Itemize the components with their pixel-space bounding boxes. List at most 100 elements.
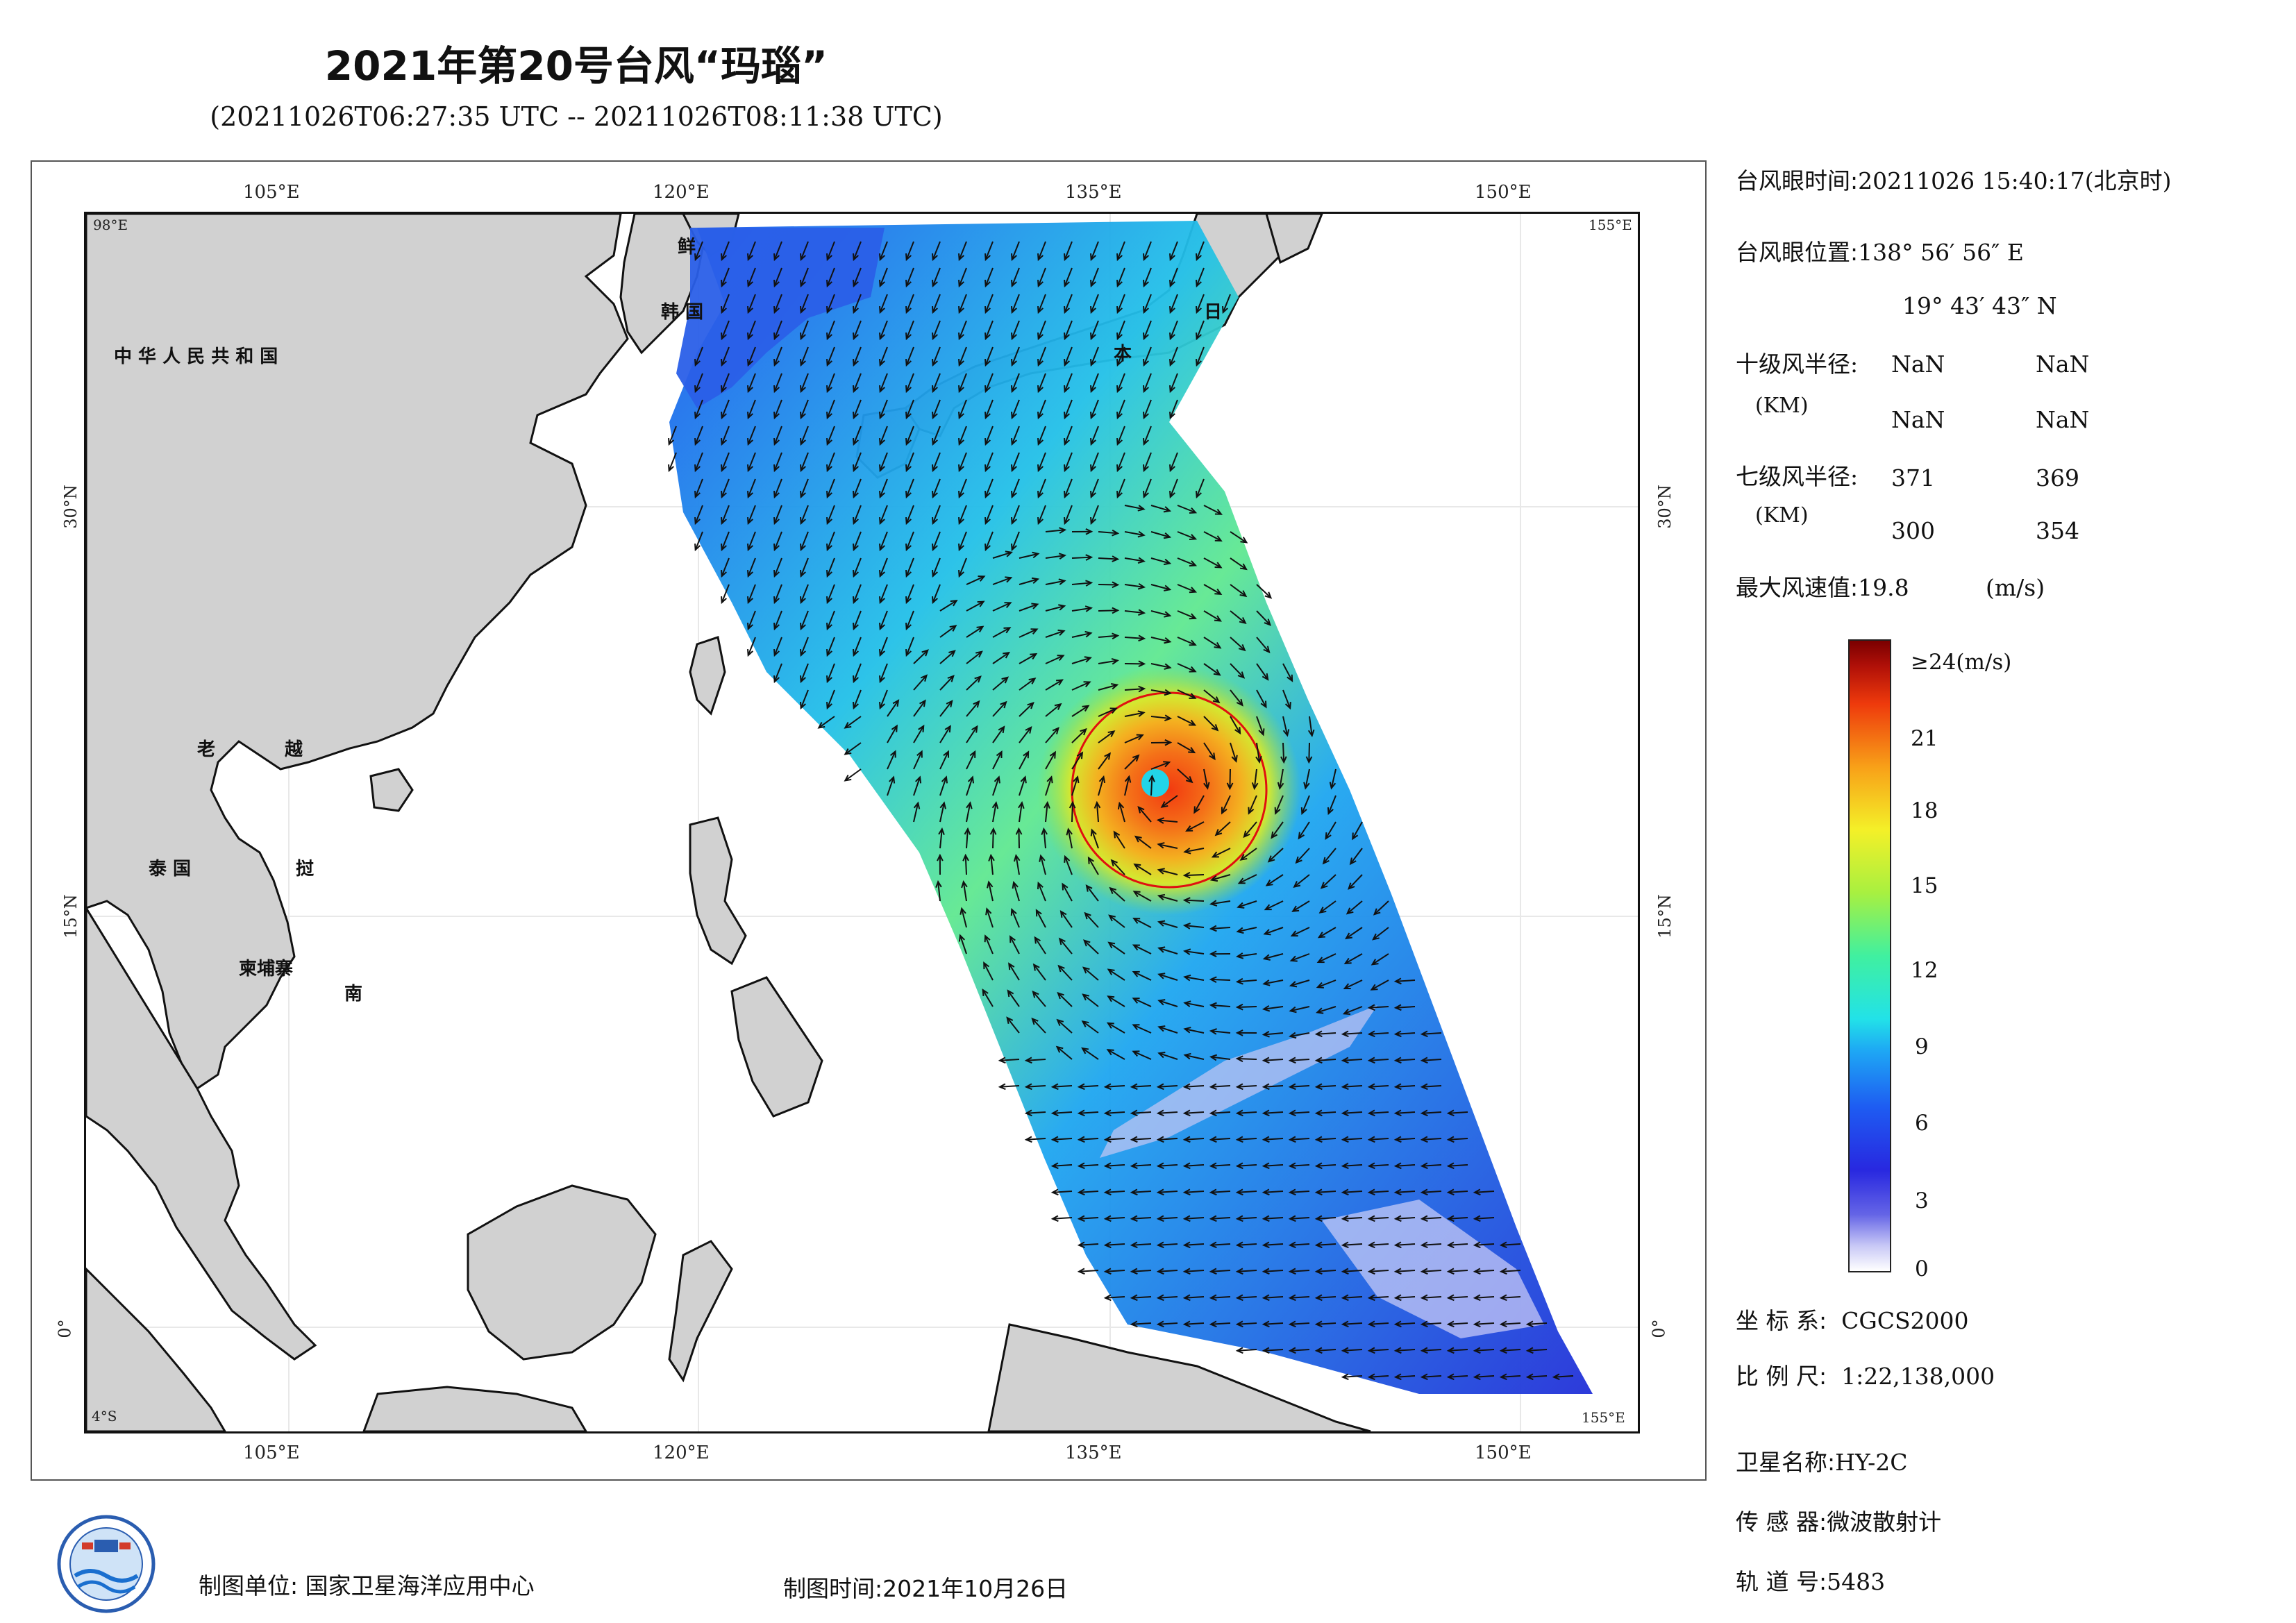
lon-label-bottom-135: 135°E	[1065, 1443, 1122, 1463]
wind-arrow-head	[991, 801, 999, 809]
wind-arrow	[1124, 610, 1144, 614]
wind-arrow-head	[950, 599, 958, 607]
wind-arrow	[1196, 320, 1205, 339]
wind-arrow	[1052, 1138, 1073, 1141]
wind-arrow	[958, 320, 967, 339]
wind-arrow-head	[1289, 1032, 1297, 1039]
wind-arrow-head	[1081, 1020, 1089, 1027]
wind-arrow	[1368, 1164, 1389, 1167]
wind-arrow	[1157, 1085, 1178, 1088]
wind-arrow	[1150, 762, 1170, 770]
wind-arrow	[694, 531, 703, 550]
wind-arrow-head	[958, 569, 964, 578]
wind-arrow-head	[1258, 728, 1265, 737]
map-canvas: 中 华 人 民 共 和 国 鲜 韩 国 日 本 老 越 泰 国 挝 柬埔寨 南	[86, 214, 1638, 1431]
max-wind-unit: (m/s)	[1986, 574, 2045, 601]
wind-arrow	[1289, 1085, 1310, 1088]
wind-arrow	[1143, 426, 1152, 445]
wind-arrow-head	[932, 332, 938, 341]
wind-arrow	[1143, 373, 1152, 392]
wind-arrow	[1037, 320, 1046, 339]
wind-arrow-head	[1341, 1136, 1349, 1143]
wind-arrow-head	[1157, 920, 1166, 927]
wind-arrow	[1150, 775, 1153, 796]
wind-arrow	[1064, 241, 1073, 260]
wind-arrow	[1210, 927, 1231, 930]
wind-arrow	[1395, 1164, 1416, 1167]
wind-arrow-head	[984, 516, 991, 525]
wind-arrow-head	[879, 622, 885, 631]
wind-arrow	[1078, 1243, 1099, 1246]
wind-arrow	[1256, 689, 1267, 708]
wind-arrow-head	[1058, 604, 1066, 611]
wind-arrow	[1253, 768, 1257, 789]
wind-arrow	[879, 346, 888, 366]
wind-arrow	[1265, 900, 1284, 911]
wind-arrow-head	[694, 411, 701, 420]
wind-arrow	[1025, 1111, 1046, 1114]
wind-arrow-head	[1314, 1109, 1323, 1117]
wind-arrow	[1184, 1138, 1205, 1141]
wind-arrow-head	[1107, 968, 1115, 975]
wind-arrow-head	[1264, 904, 1272, 911]
wind-arrow-head	[1011, 253, 1017, 262]
wind-arrow-head	[1182, 1215, 1191, 1222]
wind-arrow-head	[1143, 464, 1149, 473]
wind-arrow-head	[826, 279, 832, 288]
wind-arrow	[1264, 953, 1284, 960]
wind-arrow	[958, 267, 967, 287]
wind-arrow-head	[1209, 1320, 1217, 1328]
wind-arrow	[1067, 829, 1073, 849]
wind-arrow	[1193, 795, 1205, 813]
label-thailand: 泰 国	[149, 859, 191, 880]
wind-arrow-head	[1031, 577, 1040, 585]
wind-arrow-head	[1237, 877, 1246, 884]
wind-arrow-head	[1046, 775, 1053, 784]
wind-arrow-head	[1196, 253, 1202, 262]
lon-label-top-120: 120°E	[653, 182, 710, 203]
wind-arrow	[1043, 829, 1046, 849]
wind-arrow-head	[1182, 1241, 1191, 1249]
wind-arrow-head	[1320, 882, 1328, 889]
wind-arrow-head	[1156, 1215, 1164, 1222]
wind-arrow-head	[932, 279, 938, 288]
wind-arrow	[826, 505, 835, 524]
wind-arrow	[1184, 976, 1205, 981]
wind-arrow-head	[1182, 923, 1191, 930]
wind-arrow	[1230, 716, 1241, 734]
lon-label-top-105: 105°E	[243, 182, 300, 203]
wind-arrow	[1064, 267, 1073, 287]
wind-arrow	[1105, 1296, 1125, 1299]
wind-arrow-head	[1156, 1241, 1164, 1249]
wind-arrow-head	[694, 358, 701, 367]
wind-arrow-head	[1189, 666, 1197, 673]
wind-arrow	[800, 320, 809, 339]
wind-arrow-head	[1082, 705, 1090, 712]
wind-arrow-head	[1183, 1052, 1191, 1060]
wind-arrow-head	[1109, 886, 1117, 895]
wind-arrow	[1124, 531, 1144, 536]
wind-arrow	[1395, 1006, 1416, 1009]
wind-arrow	[1263, 1138, 1284, 1141]
wind-arrow-head	[879, 490, 885, 499]
wind-arrow	[1291, 927, 1310, 936]
wind-arrow	[747, 557, 756, 577]
colorbar-label-24: ≥24(m/s)	[1911, 650, 2012, 675]
wind-arrow	[1263, 1111, 1284, 1114]
wind-arrow	[1368, 1191, 1389, 1193]
wind-arrow	[939, 625, 957, 638]
wind-arrow	[1421, 1085, 1442, 1088]
wind-arrow	[1395, 1138, 1416, 1141]
wind-arrow-head	[1132, 1024, 1140, 1031]
wind-arrow-head	[1267, 855, 1275, 863]
wind-arrow-head	[1090, 464, 1096, 473]
wind-arrow-head	[1109, 707, 1118, 714]
wind-arrow-head	[826, 464, 832, 473]
wind-arrow-head	[1367, 1030, 1375, 1038]
wind-arrow	[1352, 821, 1363, 839]
wind-arrow	[879, 452, 888, 471]
wind-arrow-head	[1077, 1109, 1085, 1117]
wind-arrow-head	[1116, 358, 1123, 367]
wind-arrow-head	[977, 600, 985, 607]
wind-arrow	[1090, 505, 1099, 524]
